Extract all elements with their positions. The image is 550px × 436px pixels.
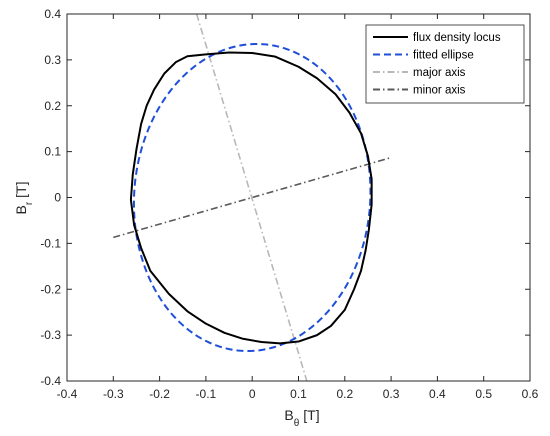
y-tick-label: 0.2: [44, 99, 61, 113]
series-line-flux-density-locus: [129, 51, 373, 345]
legend: flux density locus fitted ellipse major ax…: [365, 24, 525, 104]
x-tick-label: 0.1: [290, 387, 307, 401]
y-tick-label: -0.2: [40, 282, 61, 296]
x-tick-label: 0.6: [522, 387, 539, 401]
y-tick-label: -0.4: [40, 374, 61, 388]
x-tick-label: 0: [249, 387, 256, 401]
y-tick-label: 0.1: [44, 145, 61, 159]
axes: -0.4 -0.3 -0.2 -0.1 0 0.1 0.2 0.3 0.4 0.5 0.6 -0.4 -…: [40, 7, 538, 401]
x-tick-label: -0.3: [103, 387, 124, 401]
legend-label-flux-density-locus: flux density locus: [413, 32, 501, 44]
x-tick-label: 0.4: [429, 387, 446, 401]
series-line-major-axis: [195, 14, 308, 381]
y-tick-label: 0.3: [44, 53, 61, 67]
y-axis-label: Br[T]: [13, 181, 35, 214]
series-line-fitted-ellipse: [132, 42, 372, 353]
series-line-minor-axis: [113, 156, 392, 239]
y-tick-label: -0.3: [40, 328, 61, 342]
x-axis-label: Bθ [T]: [284, 407, 319, 429]
y-tick-label: 0: [54, 191, 61, 205]
legend-label-major-axis: major axis: [413, 67, 466, 79]
legend-label-fitted-ellipse: fitted ellipse: [413, 50, 474, 62]
y-tick-label: -0.1: [40, 236, 61, 250]
y-tick-label: 0.4: [44, 7, 61, 21]
x-tick-label: -0.4: [57, 387, 78, 401]
legend-label-minor-axis: minor axis: [413, 85, 466, 97]
x-tick-label: -0.1: [196, 387, 217, 401]
x-tick-label: 0.5: [475, 387, 492, 401]
x-tick-label: 0.2: [336, 387, 353, 401]
series-group: [113, 14, 392, 381]
x-tick-label: 0.3: [383, 387, 400, 401]
x-tick-label: -0.2: [149, 387, 170, 401]
axis-labels: Bθ [T] Br[T]: [13, 181, 320, 428]
